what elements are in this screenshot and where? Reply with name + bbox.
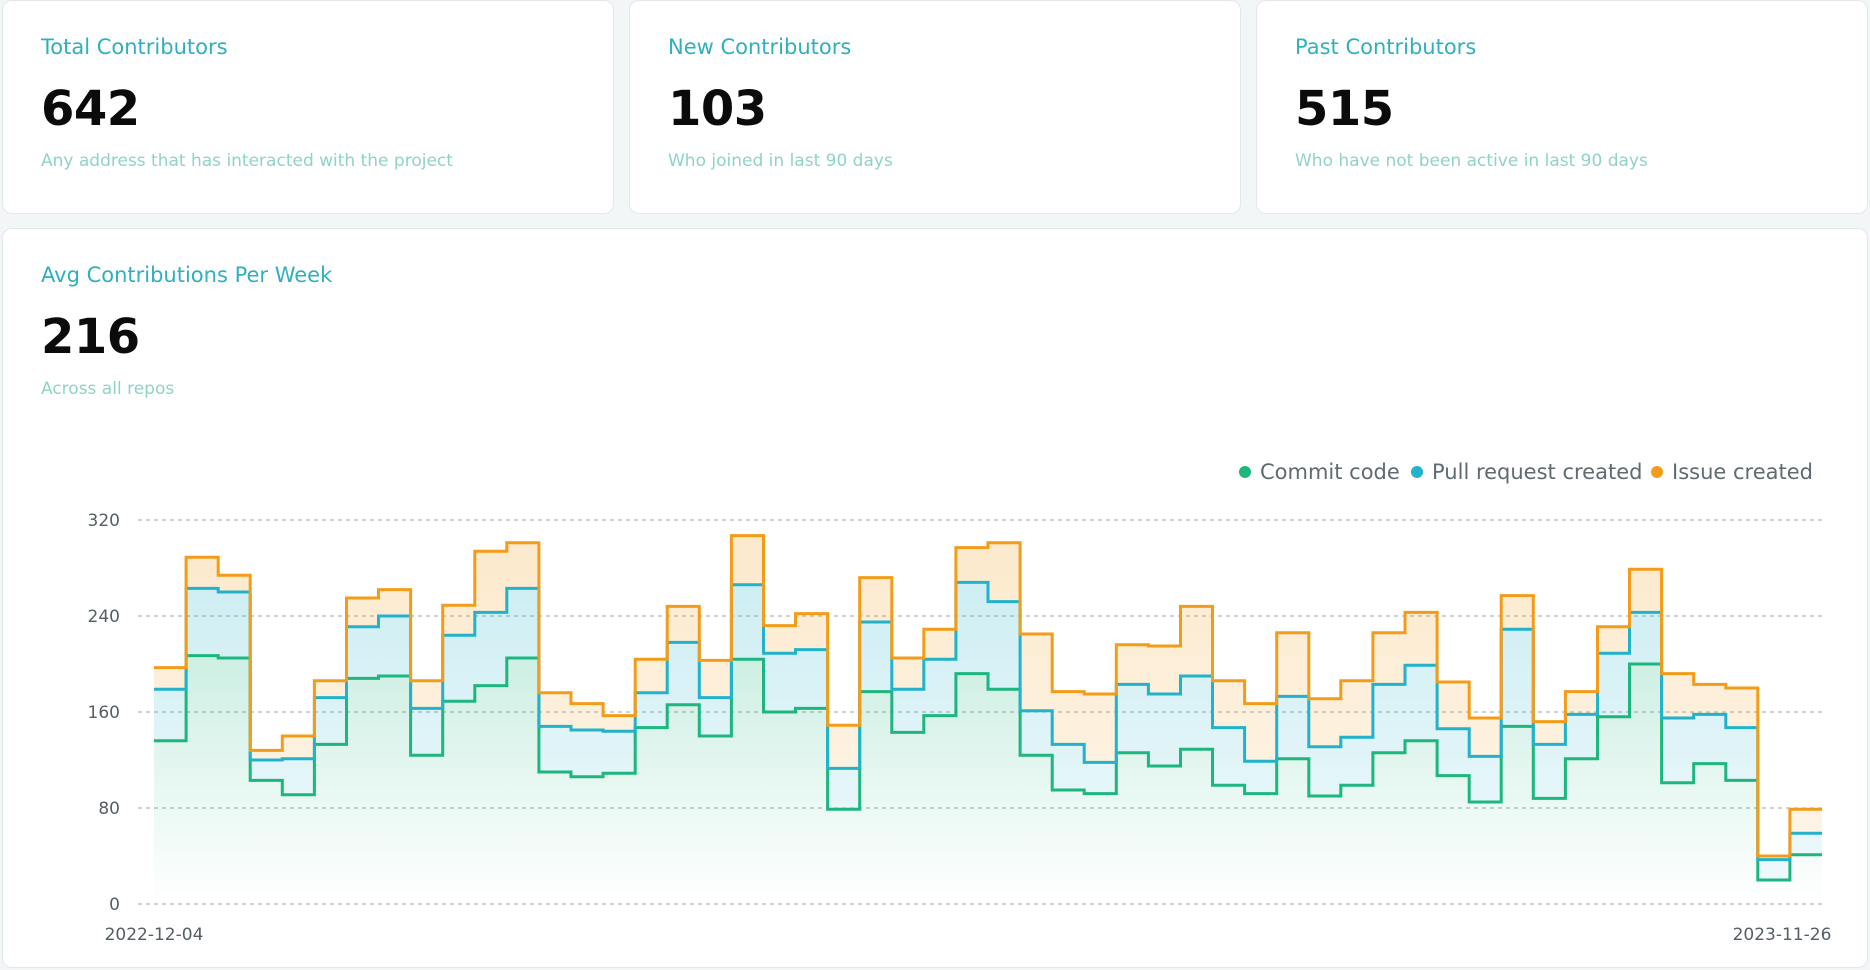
legend-label: Commit code — [1260, 460, 1400, 484]
legend-item-issue-created[interactable]: Issue created — [1651, 460, 1813, 484]
commit-code-line — [154, 654, 1822, 882]
stat-description: Across all repos — [41, 379, 175, 399]
stat-value: 103 — [668, 81, 767, 137]
y-tick-label: 80 — [98, 799, 120, 819]
legend-dot-icon — [1411, 466, 1423, 478]
legend-item-pull-request-created[interactable]: Pull request created — [1411, 460, 1642, 484]
stat-card-past: Past Contributors 515 Who have not been … — [1256, 0, 1868, 214]
y-tick-label: 240 — [88, 607, 120, 627]
pull-request-created-line — [154, 580, 1822, 862]
stat-card-total: Total Contributors 642 Any address that … — [2, 0, 614, 214]
stat-card-new: New Contributors 103 Who joined in last … — [629, 0, 1241, 214]
y-tick-label: 0 — [109, 895, 120, 915]
stat-title: New Contributors — [668, 35, 852, 59]
stat-value: 642 — [41, 81, 140, 137]
issue-created-line — [154, 534, 1822, 858]
x-tick-label: 2022-12-04 — [105, 925, 204, 945]
stat-title: Total Contributors — [41, 35, 228, 59]
pull-request-created-area — [154, 582, 1822, 880]
stat-description: Who have not been active in last 90 days — [1295, 151, 1648, 171]
legend-label: Issue created — [1672, 460, 1813, 484]
stat-value: 515 — [1295, 81, 1394, 137]
x-tick-label: 2023-11-26 — [1733, 925, 1832, 945]
y-tick-label: 320 — [88, 511, 120, 531]
commit-code-area — [154, 655, 1822, 904]
y-tick-label: 160 — [88, 703, 120, 723]
legend-item-commit-code[interactable]: Commit code — [1239, 460, 1400, 484]
stat-value: 216 — [41, 309, 140, 365]
stat-title: Past Contributors — [1295, 35, 1477, 59]
legend-dot-icon — [1239, 466, 1251, 478]
legend-label: Pull request created — [1432, 460, 1642, 484]
stat-description: Any address that has interacted with the… — [41, 151, 453, 171]
legend-dot-icon — [1651, 466, 1663, 478]
stat-title: Avg Contributions Per Week — [41, 263, 333, 287]
stat-description: Who joined in last 90 days — [668, 151, 893, 171]
